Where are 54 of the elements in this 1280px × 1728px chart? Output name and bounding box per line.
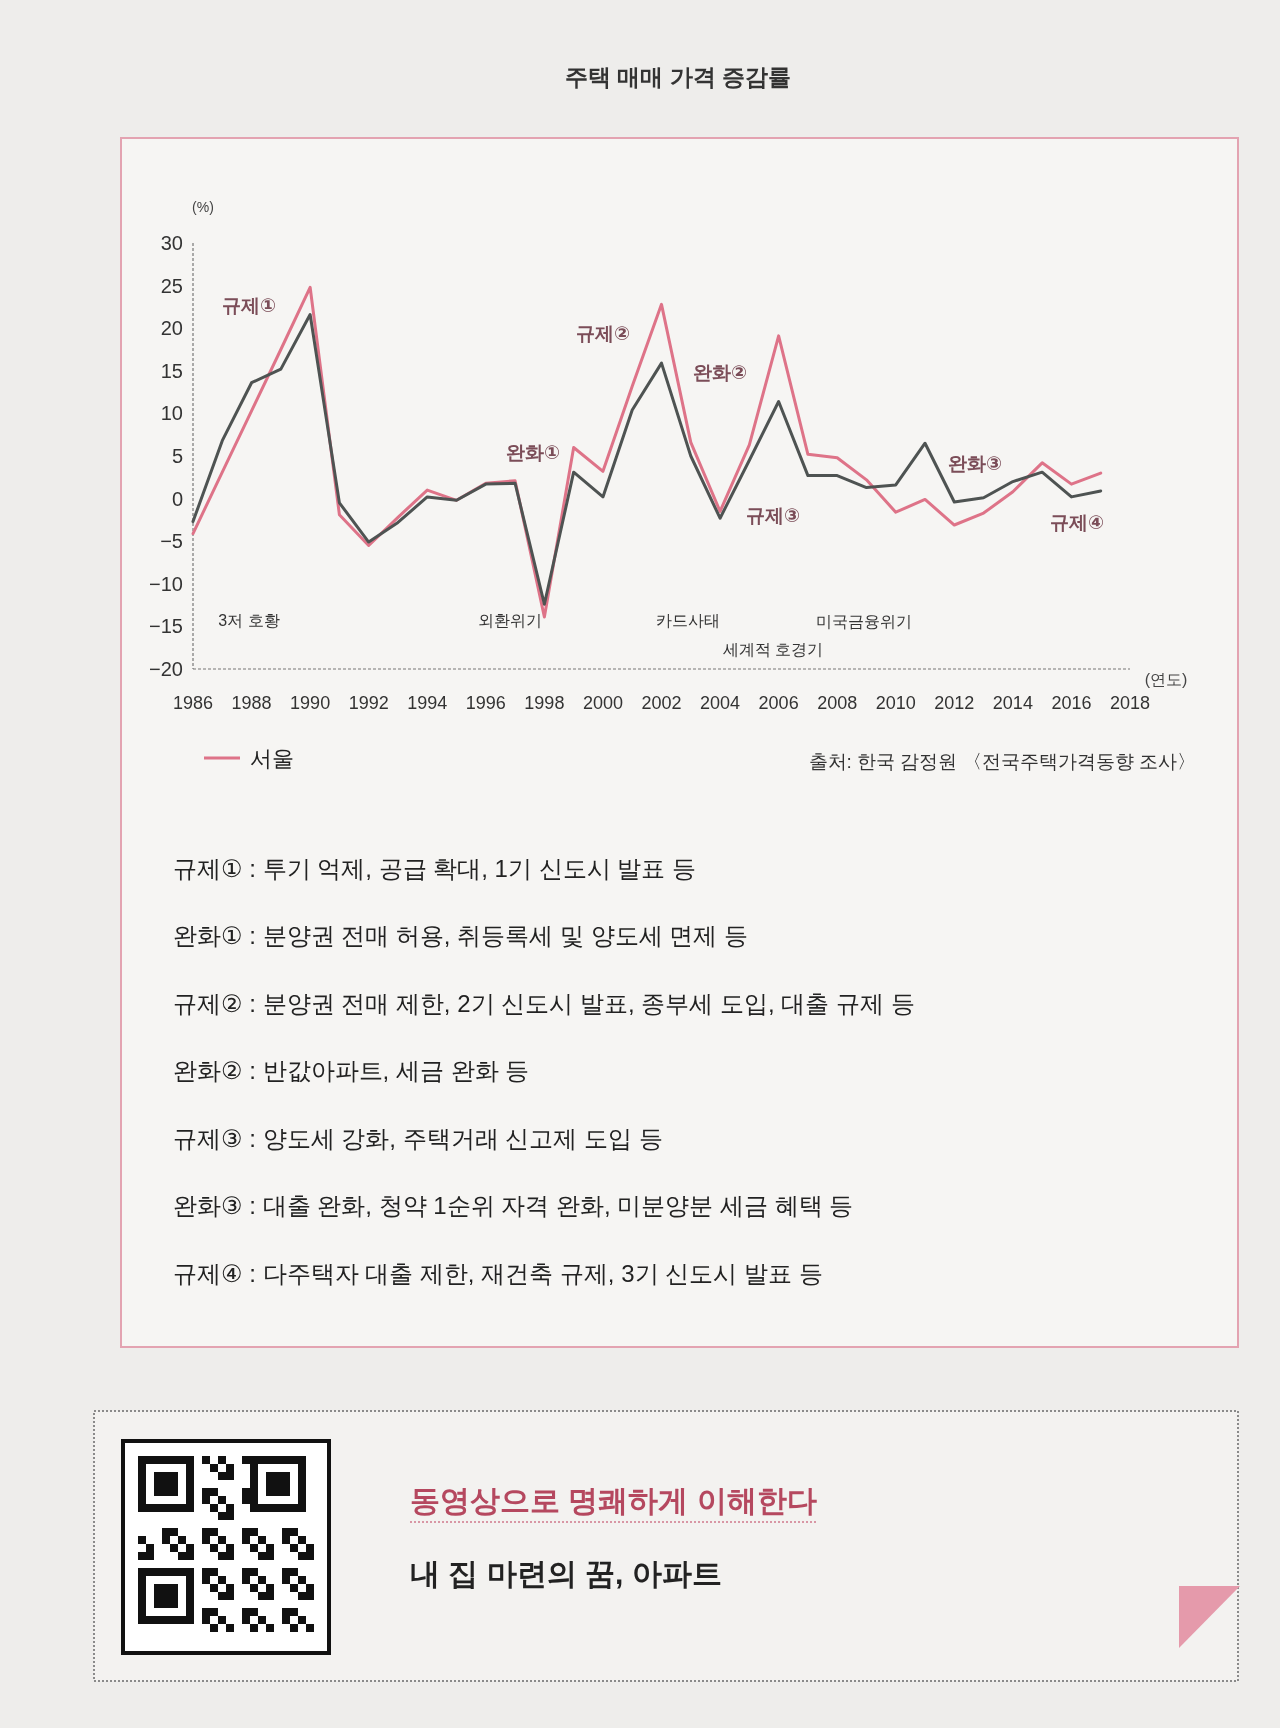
x-tick-label: 1992 bbox=[348, 693, 389, 713]
y-tick-label: −10 bbox=[149, 572, 183, 595]
y-tick-label: 30 bbox=[160, 232, 183, 254]
annotation: 규제③ bbox=[745, 504, 801, 526]
text: 완화③ : 대출 완화, 청약 1순위 자격 완화, 미분양분 세금 혜택 등 bbox=[173, 1192, 854, 1219]
x-tick-label: 2002 bbox=[641, 693, 682, 713]
y-tick-label: 5 bbox=[171, 445, 183, 467]
x-tick-label: 2008 bbox=[817, 693, 858, 713]
annotation: 완화③ bbox=[947, 452, 1003, 474]
x-tick-label: 1996 bbox=[465, 693, 506, 713]
y-tick-label: −20 bbox=[149, 658, 183, 680]
y-tick-label: 10 bbox=[160, 402, 183, 425]
text: 완화① : 분양권 전매 허용, 취등록세 및 양도세 면제 등 bbox=[173, 922, 748, 949]
annotation: 카드사태 bbox=[656, 611, 720, 629]
x-tick-label: 1988 bbox=[231, 693, 272, 713]
annotation: 외환위기 bbox=[478, 611, 542, 629]
y-axis-title: (%) bbox=[192, 199, 214, 215]
y-tick-label: 25 bbox=[160, 274, 183, 297]
x-tick-label: 2004 bbox=[700, 693, 741, 713]
text: 규제② : 분양권 전매 제한, 2기 신도시 발표, 종부세 도입, 대출 규제 등 bbox=[173, 989, 915, 1017]
annotation: 규제② bbox=[575, 322, 631, 344]
text: 완화② : 반값아파트, 세금 완화 등 bbox=[173, 1057, 530, 1084]
x-tick-label: 2000 bbox=[582, 693, 623, 713]
y-tick-label: −15 bbox=[149, 615, 183, 638]
x-tick-label: 1994 bbox=[407, 693, 448, 713]
y-tick-label: 15 bbox=[160, 359, 183, 382]
text: 내 집 마련의 꿈, 아파트 bbox=[410, 1556, 722, 1590]
annotation: 완화② bbox=[692, 361, 748, 383]
y-tick-label: 0 bbox=[171, 487, 183, 510]
annotation: 세계적 호경기 bbox=[722, 640, 824, 658]
x-tick-label: 1986 bbox=[172, 693, 214, 713]
x-tick-label: 2010 bbox=[875, 693, 916, 713]
chart-title: 주택 매매 가격 증감률 bbox=[564, 64, 792, 90]
x-tick-label: 1998 bbox=[524, 693, 565, 713]
annotation: 완화① bbox=[505, 441, 561, 463]
text: 규제③ : 양도세 강화, 주택거래 신고제 도입 등 bbox=[173, 1124, 663, 1152]
text: 규제④ : 다주택자 대출 제한, 재건축 규제, 3기 신도시 발표 등 bbox=[173, 1259, 823, 1287]
x-tick-label: 2014 bbox=[992, 693, 1033, 713]
text: 규제① : 투기 억제, 공급 확대, 1기 신도시 발표 등 bbox=[173, 854, 696, 882]
x-tick-label: 2018 bbox=[1109, 693, 1151, 713]
annotation: 규제④ bbox=[1049, 511, 1105, 533]
annotation: 3저 호황 bbox=[218, 611, 280, 629]
legend-label: 서울 bbox=[250, 745, 294, 771]
text: 동영상으로 명쾌하게 이해한다 bbox=[410, 1483, 817, 1517]
x-tick-label: 1990 bbox=[290, 693, 331, 713]
x-tick-label: 2006 bbox=[758, 693, 799, 713]
x-tick-label: 2016 bbox=[1051, 693, 1092, 713]
y-tick-label: −5 bbox=[160, 530, 183, 553]
x-axis-title: (연도) bbox=[1144, 670, 1188, 688]
source-note: 출처: 한국 감정원 〈전국주택가격동향 조사〉 bbox=[808, 750, 1196, 772]
annotation: 미국금융위기 bbox=[816, 612, 912, 630]
x-tick-label: 2012 bbox=[934, 693, 975, 713]
annotation: 규제① bbox=[221, 294, 277, 316]
y-tick-label: 20 bbox=[160, 317, 183, 340]
